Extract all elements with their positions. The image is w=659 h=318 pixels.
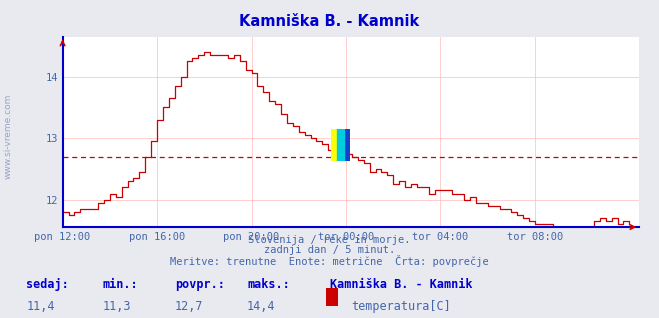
Text: maks.:: maks.: bbox=[247, 278, 290, 291]
Polygon shape bbox=[337, 129, 345, 161]
Text: Kamniška B. - Kamnik: Kamniška B. - Kamnik bbox=[330, 278, 472, 291]
Text: 12,7: 12,7 bbox=[175, 300, 203, 313]
Text: zadnji dan / 5 minut.: zadnji dan / 5 minut. bbox=[264, 245, 395, 255]
Bar bbox=[331, 129, 341, 161]
Text: www.si-vreme.com: www.si-vreme.com bbox=[4, 94, 13, 179]
Bar bbox=[341, 129, 350, 161]
Text: Meritve: trenutne  Enote: metrične  Črta: povprečje: Meritve: trenutne Enote: metrične Črta: … bbox=[170, 255, 489, 267]
Text: povpr.:: povpr.: bbox=[175, 278, 225, 291]
Text: 11,3: 11,3 bbox=[102, 300, 130, 313]
Text: Kamniška B. - Kamnik: Kamniška B. - Kamnik bbox=[239, 14, 420, 29]
Text: 14,4: 14,4 bbox=[247, 300, 275, 313]
Text: sedaj:: sedaj: bbox=[26, 278, 69, 291]
Text: Slovenija / reke in morje.: Slovenija / reke in morje. bbox=[248, 235, 411, 245]
Text: 11,4: 11,4 bbox=[26, 300, 55, 313]
Text: min.:: min.: bbox=[102, 278, 138, 291]
Text: temperatura[C]: temperatura[C] bbox=[351, 300, 451, 313]
